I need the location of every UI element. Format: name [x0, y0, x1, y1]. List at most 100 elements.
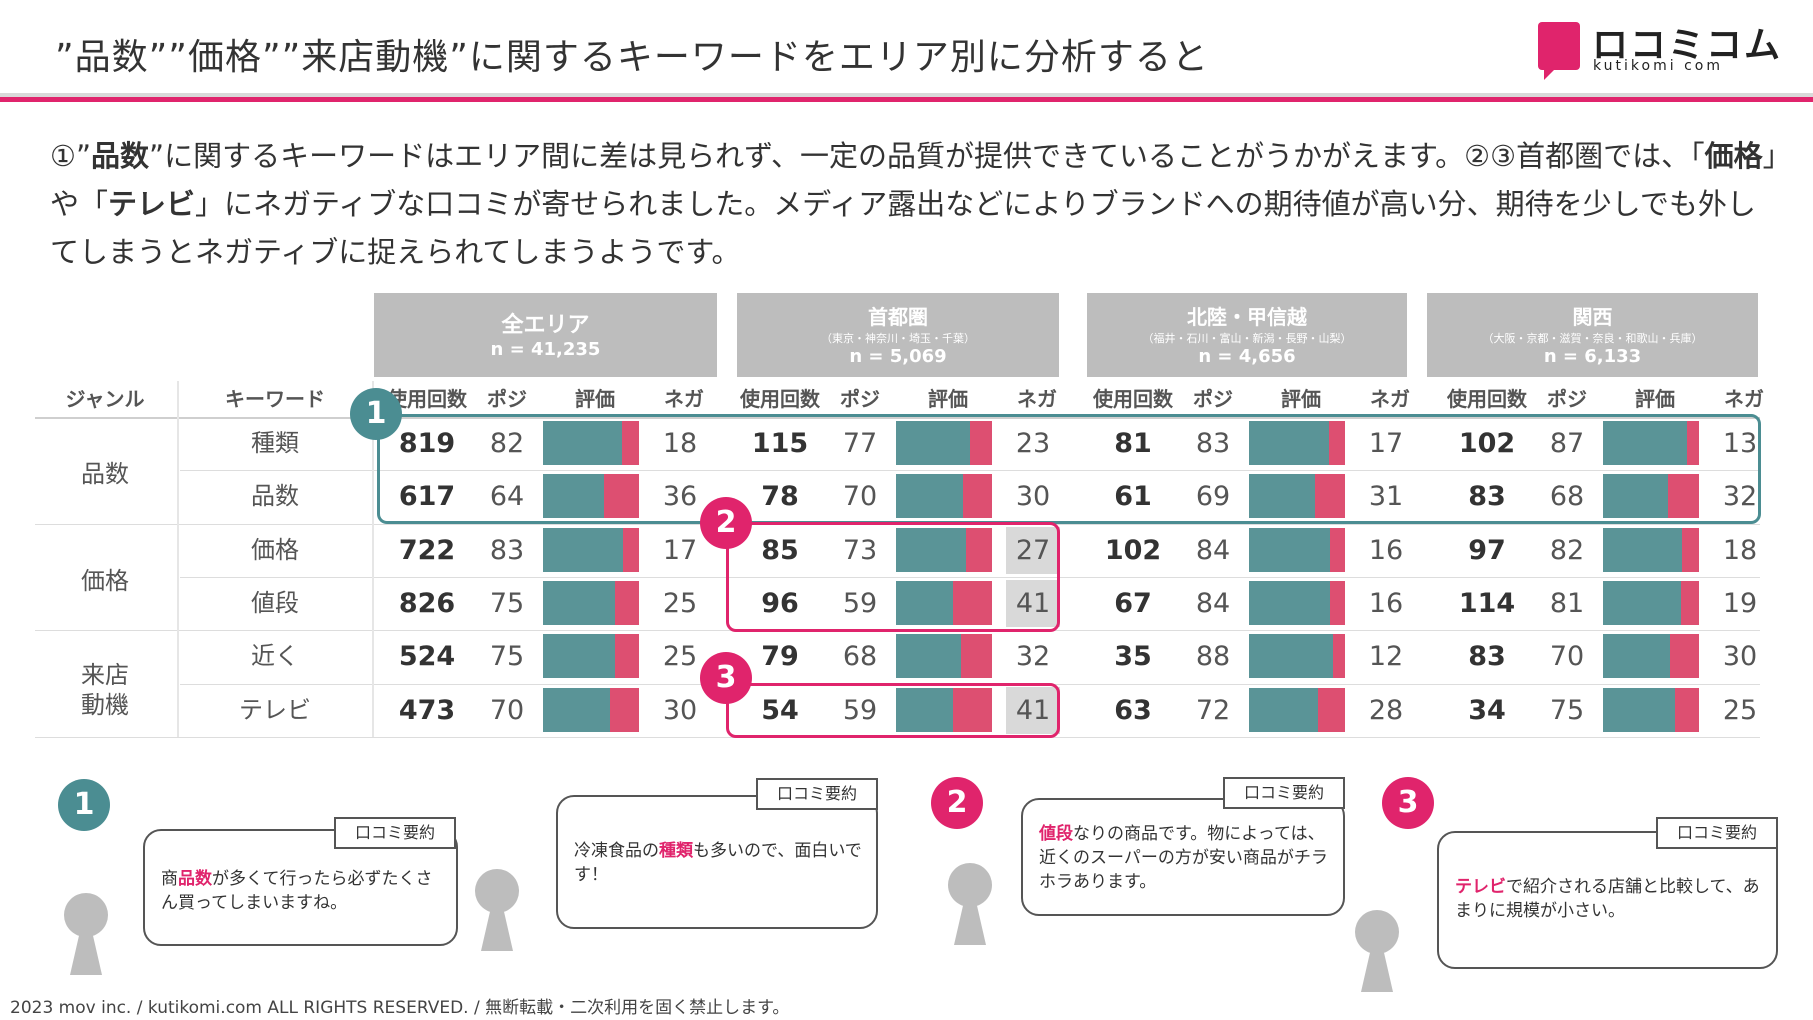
evaluation-bar — [1603, 421, 1699, 465]
negative-value: 27 — [1006, 526, 1060, 574]
positive-bar — [896, 580, 953, 625]
header-divider-gray — [0, 93, 1813, 97]
positive-bar — [1603, 421, 1687, 465]
comment-text: 商品数が多くて行ったら必ずたくさん買ってしまいますね。 — [161, 869, 433, 913]
positive-bar — [1249, 474, 1316, 519]
highlight-frame-3 — [726, 683, 1060, 738]
person-icon — [1353, 910, 1401, 992]
negative-value: 36 — [662, 481, 698, 513]
positive-bar — [1603, 527, 1682, 572]
header-separator — [35, 417, 1760, 419]
genre-label: 価格 — [81, 566, 129, 595]
evaluation-bar — [1603, 527, 1699, 572]
negative-bar — [1686, 421, 1699, 465]
positive-bar — [896, 474, 964, 519]
positive-value: 77 — [842, 428, 878, 459]
positive-bar — [1603, 580, 1681, 625]
usage-count: 826 — [398, 587, 456, 619]
positive-bar — [896, 421, 970, 465]
positive-value: 84 — [1195, 534, 1231, 566]
positive-value: 75 — [1549, 694, 1585, 726]
col-header: 使用回数 — [740, 387, 820, 411]
area-subtitle: （東京・神奈川・埼玉・千葉） — [821, 332, 975, 345]
col-header: ネガ — [1370, 387, 1410, 411]
negative-bar — [1668, 474, 1699, 519]
positive-bar — [543, 421, 622, 465]
person-body — [481, 909, 513, 951]
positive-value: 72 — [1195, 694, 1231, 726]
usage-count: 524 — [398, 641, 456, 673]
evaluation-bar — [896, 580, 992, 625]
positive-bar — [543, 687, 611, 732]
positive-value: 68 — [842, 641, 878, 673]
col-header: ポジ — [1193, 387, 1233, 411]
usage-count: 102 — [1458, 428, 1516, 459]
person-icon — [62, 893, 110, 975]
negative-bar — [952, 687, 992, 732]
negative-value: 18 — [1722, 534, 1758, 566]
positive-value: 82 — [489, 428, 525, 459]
negative-value: 16 — [1368, 534, 1404, 566]
usage-count: 63 — [1114, 694, 1152, 726]
comment-tag: 口コミ要約 — [1223, 777, 1345, 809]
person-icon — [946, 863, 994, 945]
negative-bar — [610, 687, 639, 732]
positive-value: 83 — [489, 534, 525, 566]
positive-bar — [543, 634, 615, 679]
negative-value: 30 — [1015, 481, 1051, 513]
negative-value: 30 — [1722, 641, 1758, 673]
negative-bar — [1329, 527, 1345, 572]
negative-value: 17 — [662, 534, 698, 566]
positive-value: 75 — [489, 641, 525, 673]
marker-2: 2 — [700, 497, 752, 549]
negative-value: 13 — [1722, 428, 1758, 459]
negative-value: 17 — [1368, 428, 1404, 459]
evaluation-bar — [896, 421, 992, 465]
col-header: ネガ — [1724, 387, 1764, 411]
area-header: 全エリア n = 41,235 — [374, 293, 717, 377]
positive-value: 70 — [1549, 641, 1585, 673]
evaluation-bar — [1249, 687, 1345, 732]
area-header: 北陸・甲信越 （福井・石川・富山・新潟・長野・山梨） n = 4,656 — [1087, 293, 1407, 377]
logo-icon — [1538, 22, 1580, 80]
negative-bar — [1681, 527, 1699, 572]
negative-bar — [1675, 687, 1699, 732]
comment-text: テレビで紹介される店舗と比較して、あまりに規模が小さい。 — [1455, 877, 1760, 921]
footer-copyright: 2023 mov inc. / kutikomi.com ALL RIGHTS … — [10, 998, 790, 1018]
person-body — [1361, 950, 1393, 992]
positive-bar — [543, 474, 605, 519]
evaluation-bar — [1249, 634, 1345, 679]
col-genre: ジャンル — [65, 387, 145, 411]
usage-count: 473 — [398, 694, 456, 726]
usage-count: 819 — [398, 428, 456, 459]
area-header: 首都圏 （東京・神奈川・埼玉・千葉） n = 5,069 — [737, 293, 1059, 377]
positive-bar — [896, 687, 953, 732]
positive-bar — [1249, 421, 1329, 465]
area-name: 関西 — [1572, 305, 1613, 329]
keyword-label: 値段 — [251, 588, 299, 617]
col-keyword: キーワード — [225, 387, 325, 411]
area-subtitle: （福井・石川・富山・新潟・長野・山梨） — [1142, 332, 1352, 345]
positive-value: 75 — [489, 587, 525, 619]
area-name: 北陸・甲信越 — [1187, 305, 1307, 329]
negative-value: 19 — [1722, 587, 1758, 619]
highlight-frame-2 — [726, 522, 1060, 632]
evaluation-bar — [1249, 421, 1345, 465]
marker-2-bottom: 2 — [931, 777, 983, 829]
area-sample-size: n = 5,069 — [849, 346, 947, 367]
negative-value: 41 — [1006, 579, 1060, 627]
col-header: ネガ — [664, 387, 704, 411]
area-name: 全エリア — [501, 313, 590, 338]
evaluation-bar — [896, 687, 992, 732]
usage-count: 81 — [1114, 428, 1152, 459]
col-header: ネガ — [1017, 387, 1057, 411]
row-separator — [180, 470, 1760, 472]
positive-value: 73 — [842, 534, 878, 566]
negative-bar — [966, 527, 992, 572]
evaluation-bar — [543, 634, 639, 679]
evaluation-bar — [543, 687, 639, 732]
positive-value: 81 — [1549, 587, 1585, 619]
marker-1-bottom: 1 — [58, 779, 110, 831]
col-header: ポジ — [840, 387, 880, 411]
negative-value: 31 — [1368, 481, 1404, 513]
